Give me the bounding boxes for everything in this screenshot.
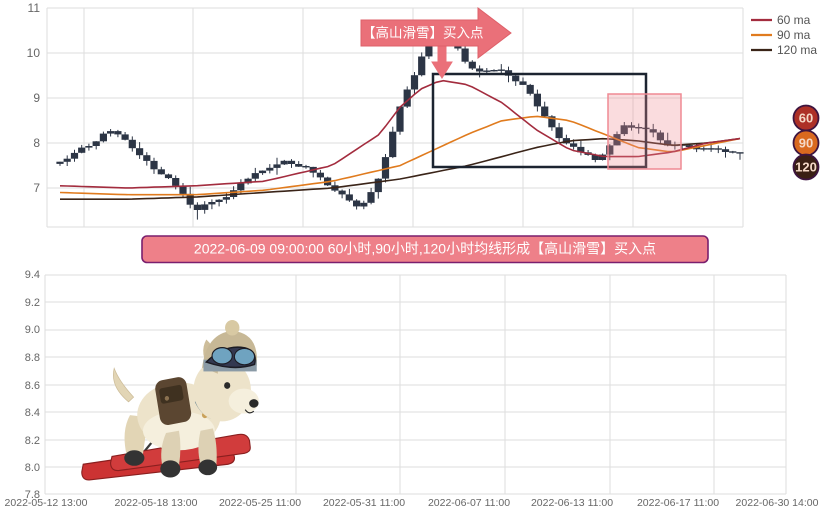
svg-text:8.2: 8.2 xyxy=(25,435,40,447)
svg-text:60: 60 xyxy=(799,111,813,126)
svg-text:9: 9 xyxy=(33,91,40,105)
svg-text:120: 120 xyxy=(795,160,817,175)
svg-text:9.0: 9.0 xyxy=(25,324,40,336)
svg-text:【高山滑雪】买入点: 【高山滑雪】买入点 xyxy=(362,25,484,41)
svg-text:120 ma: 120 ma xyxy=(777,43,817,57)
svg-text:2022-06-30 14:00: 2022-06-30 14:00 xyxy=(736,497,819,509)
svg-text:2022-05-18 13:00: 2022-05-18 13:00 xyxy=(115,497,198,509)
svg-text:9.2: 9.2 xyxy=(25,297,40,309)
svg-text:9.4: 9.4 xyxy=(25,269,40,281)
svg-text:2022-05-12 13:00: 2022-05-12 13:00 xyxy=(5,497,88,509)
svg-text:2022-06-13 11:00: 2022-06-13 11:00 xyxy=(531,497,613,509)
svg-text:2022-06-09 09:00:00 60小时,90小时,: 2022-06-09 09:00:00 60小时,90小时,120小时均线形成【… xyxy=(194,241,656,257)
svg-text:90: 90 xyxy=(799,136,813,151)
svg-text:8.0: 8.0 xyxy=(25,462,40,474)
svg-text:8.8: 8.8 xyxy=(25,352,40,364)
svg-text:11: 11 xyxy=(28,1,41,15)
svg-text:2022-06-17 11:00: 2022-06-17 11:00 xyxy=(637,497,719,509)
svg-text:90 ma: 90 ma xyxy=(777,28,811,42)
svg-text:8.4: 8.4 xyxy=(25,407,40,419)
svg-text:10: 10 xyxy=(27,46,41,60)
svg-text:7: 7 xyxy=(33,181,40,195)
svg-text:2022-05-31 11:00: 2022-05-31 11:00 xyxy=(323,497,405,509)
svg-text:8.6: 8.6 xyxy=(25,380,40,392)
svg-text:2022-05-25 11:00: 2022-05-25 11:00 xyxy=(219,497,301,509)
svg-text:8: 8 xyxy=(33,136,40,150)
svg-text:2022-06-07 11:00: 2022-06-07 11:00 xyxy=(428,497,510,509)
svg-text:60 ma: 60 ma xyxy=(777,13,811,27)
